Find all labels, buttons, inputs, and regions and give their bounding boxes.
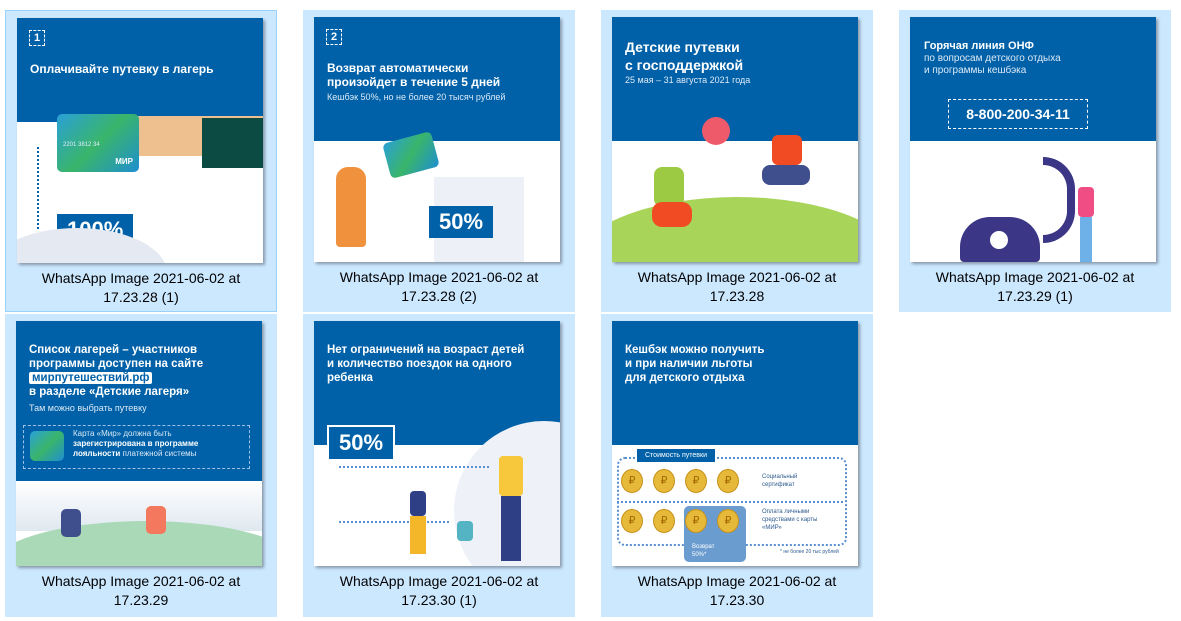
ruble-coin-icon: ₽ [653, 509, 675, 533]
step-number: 2 [326, 29, 343, 45]
thumb-title: Возврат автоматически произойдет в течени… [327, 61, 501, 89]
ruble-coin-icon: ₽ [653, 469, 675, 493]
cost-label: Стоимость путевки [637, 449, 715, 462]
thumb-title: Список лагерей – участников программы дос… [29, 344, 204, 398]
file-name: WhatsApp Image 2021-06-02 at 17.23.30 (1) [339, 573, 539, 608]
row1-label: Социальный сертификат [762, 474, 798, 488]
card-brand: МИР [115, 157, 133, 166]
row2-label: Оплата личными средствами с карты «МИР» [762, 509, 818, 531]
card-number: 2201 3812 34 [63, 142, 100, 148]
file-tile[interactable]: 2 Возврат автоматически произойдет в тече… [303, 10, 575, 312]
ruble-coin-icon: ₽ [717, 509, 739, 533]
file-name: WhatsApp Image 2021-06-02 at 17.23.29 (1) [935, 269, 1135, 304]
file-name: WhatsApp Image 2021-06-02 at 17.23.28 (2) [339, 269, 539, 304]
mir-card: 2201 3812 34 МИР [57, 114, 139, 172]
ruble-coin-icon: ₽ [717, 469, 739, 493]
thumb-title: Горячая линия ОНФ [924, 40, 1034, 52]
ruble-coin-icon: ₽ [685, 469, 707, 493]
file-name: WhatsApp Image 2021-06-02 at 17.23.28 [637, 269, 837, 304]
thumb-subtitle: 25 мая – 31 августа 2021 года [625, 75, 751, 85]
file-tile[interactable]: Нет ограничений на возраст детей и количе… [303, 314, 575, 617]
percent-badge: 50% [429, 206, 494, 238]
thumb-title: Кешбэк можно получить и при наличии льгот… [625, 344, 765, 384]
refund-label: Возврат 50%* [692, 544, 715, 558]
file-name: WhatsApp Image 2021-06-02 at 17.23.28 (1) [41, 270, 241, 305]
image-thumbnail: 1 Оплачивайте путевку в лагерь 2201 3812… [17, 18, 263, 263]
file-tile[interactable]: Список лагерей – участников программы дос… [5, 314, 277, 617]
thumb-title: Нет ограничений на возраст детей и количе… [327, 344, 525, 384]
thumb-subtitle: Там можно выбрать путевку [29, 403, 147, 413]
thumb-subtitle: по вопросам детского отдыха и программы к… [924, 53, 1061, 76]
thumb-subtitle: Кешбэк 50%, но не более 20 тысяч рублей [327, 92, 506, 102]
file-tile[interactable]: Горячая линия ОНФ по вопросам детского о… [899, 10, 1171, 312]
phone-number: 8-800-200-34-11 [948, 99, 1088, 129]
file-tile[interactable]: 1 Оплачивайте путевку в лагерь 2201 3812… [5, 10, 277, 312]
footnote: * не более 20 тыс рублей [780, 549, 839, 555]
image-thumbnail: Горячая линия ОНФ по вопросам детского о… [910, 17, 1156, 262]
file-name: WhatsApp Image 2021-06-02 at 17.23.29 [41, 573, 241, 608]
mir-card [30, 431, 64, 461]
thumb-title: Детские путевки с господдержкой [625, 39, 744, 73]
file-tile[interactable]: Кешбэк можно получить и при наличии льгот… [601, 314, 873, 617]
file-name: WhatsApp Image 2021-06-02 at 17.23.30 [637, 573, 837, 608]
step-number: 1 [29, 30, 46, 46]
ruble-coin-icon: ₽ [621, 469, 643, 493]
ruble-coin-icon: ₽ [685, 509, 707, 533]
image-thumbnail: 2 Возврат автоматически произойдет в тече… [314, 17, 560, 262]
percent-badge: 50% [327, 425, 396, 461]
file-tile[interactable]: Детские путевки с господдержкой 25 мая – … [601, 10, 873, 312]
thumb-title: Оплачивайте путевку в лагерь [30, 62, 214, 76]
image-thumbnail: Детские путевки с господдержкой 25 мая – … [612, 17, 858, 262]
image-thumbnail: Список лагерей – участников программы дос… [16, 321, 262, 566]
card-note: Карта «Мир» должна быть зарегистрирована … [73, 429, 199, 458]
ruble-coin-icon: ₽ [621, 509, 643, 533]
image-thumbnail: Нет ограничений на возраст детей и количе… [314, 321, 560, 566]
image-thumbnail: Кешбэк можно получить и при наличии льгот… [612, 321, 858, 566]
